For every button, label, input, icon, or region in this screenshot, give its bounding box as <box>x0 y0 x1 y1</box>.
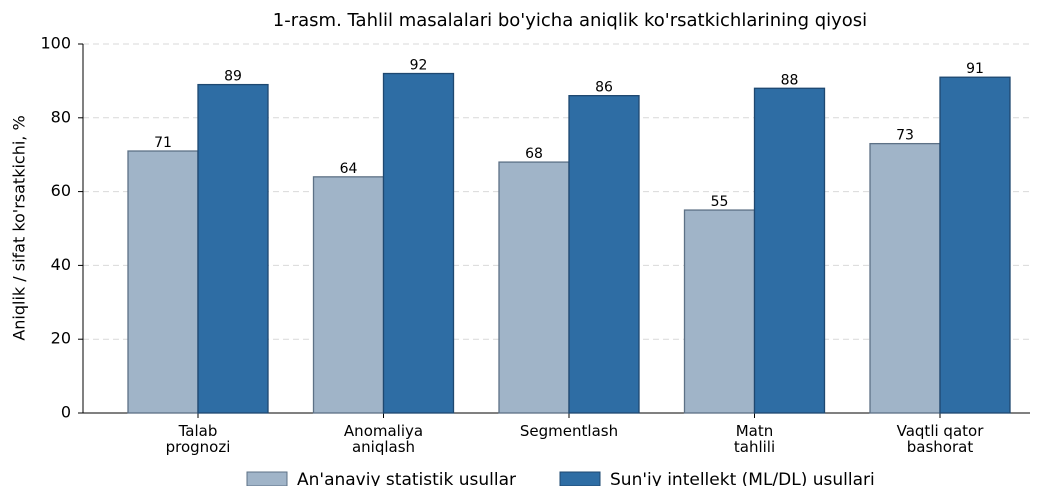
bar <box>939 76 1011 414</box>
x-tick-label-line: Talab <box>178 422 218 440</box>
bar <box>127 150 199 414</box>
value-label: 86 <box>595 80 613 96</box>
legend-swatch <box>559 471 601 486</box>
legend-swatch <box>246 471 288 486</box>
bar <box>683 209 756 414</box>
x-tick-label: Anomaliya aniqlash <box>344 422 423 456</box>
bar <box>869 142 941 414</box>
legend-label: Sun'iy intellekt (ML/DL) usullari <box>610 470 875 486</box>
bar <box>568 95 640 414</box>
value-label: 89 <box>224 69 242 85</box>
bar <box>753 87 826 414</box>
y-tick-label: 80 <box>51 107 71 126</box>
x-tick-label-line: Vaqtli qator <box>897 422 985 440</box>
y-tick-label: 20 <box>51 329 71 348</box>
value-label: 68 <box>525 146 543 162</box>
y-tick-label: 40 <box>51 255 71 274</box>
x-tick-label: Vaqtli qator bashorat <box>897 422 985 456</box>
x-tick-label: Talab prognozi <box>166 422 231 456</box>
x-tick-label-line: aniqlash <box>352 438 415 456</box>
x-tick-label-line: prognozi <box>166 438 231 456</box>
legend-label: An'anaviy statistik usullar <box>297 470 516 486</box>
y-tick-label: 0 <box>61 403 71 422</box>
bar <box>197 83 269 414</box>
x-tick-label-line: Matn <box>736 422 774 440</box>
bar <box>382 72 455 414</box>
value-label: 91 <box>966 61 984 77</box>
y-tick-label: 100 <box>40 34 71 53</box>
x-tick-label: Matn tahlili <box>734 422 775 456</box>
value-label: 64 <box>340 161 358 177</box>
value-label: 71 <box>154 135 172 151</box>
x-tick-label: Segmentlash <box>520 422 618 440</box>
value-label: 73 <box>896 128 914 144</box>
y-tick-label: 60 <box>51 181 71 200</box>
bar <box>312 176 385 414</box>
y-axis-label: Aniqlik / sifat ko'rsatkichi, % <box>10 115 29 340</box>
x-tick-label-line: bashorat <box>907 438 974 456</box>
x-tick-label-line: Anomaliya <box>344 422 423 440</box>
value-label: 55 <box>711 194 729 210</box>
bar <box>498 161 570 414</box>
x-tick-label-line: Segmentlash <box>520 422 618 440</box>
x-tick-label-line: tahlili <box>734 438 775 456</box>
chart-title: 1-rasm. Tahlil masalalari bo'yicha aniql… <box>273 10 867 31</box>
value-label: 92 <box>410 58 428 74</box>
value-label: 88 <box>781 72 799 88</box>
